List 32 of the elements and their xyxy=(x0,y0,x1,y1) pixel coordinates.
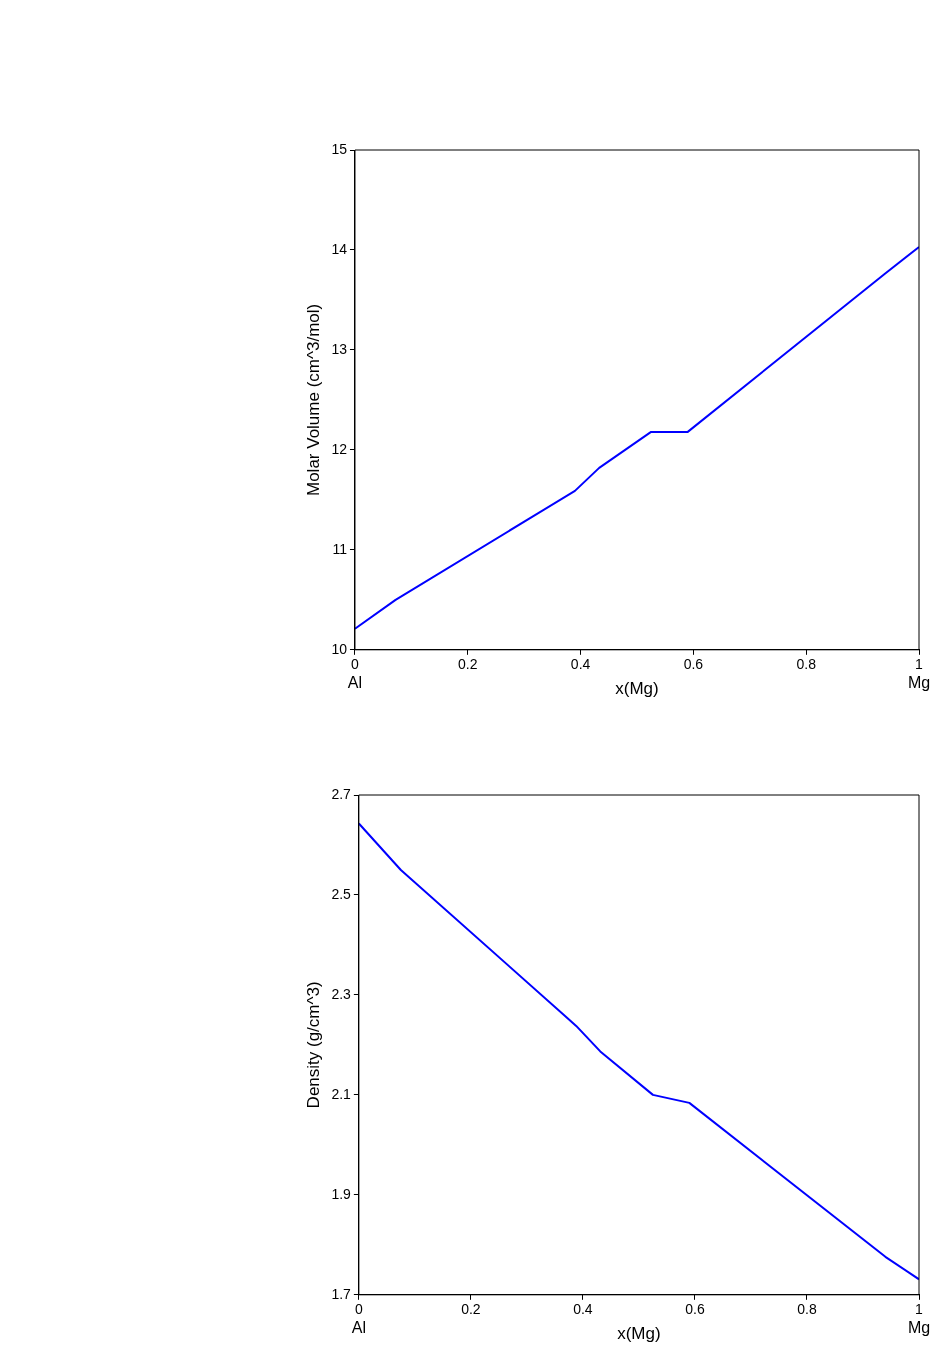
text: Al xyxy=(347,674,363,692)
text: Mg xyxy=(907,674,931,692)
text: Al xyxy=(351,1319,366,1337)
y-tick-label: 15 xyxy=(331,140,348,157)
x-tick-label: 0.6 xyxy=(683,656,704,673)
x-tick-label: 0.8 xyxy=(797,1301,817,1318)
x-tick-label: 0.6 xyxy=(685,1301,705,1318)
x-tick-label: 0.2 xyxy=(461,1301,481,1318)
y-tick-label: 2.1 xyxy=(331,1085,352,1102)
x-axis-title: x(Mg) xyxy=(615,679,659,699)
y-tick-label: 2.7 xyxy=(331,785,352,802)
y-tick-label: 11 xyxy=(332,540,348,557)
y-axis-title: Molar Volume (cm^3/mol) xyxy=(303,303,323,496)
x-tick-label: 1 xyxy=(915,656,924,673)
x-tick-label: 0.2 xyxy=(458,656,478,673)
y-tick-label: 13 xyxy=(331,340,348,357)
y-tick-label: 14 xyxy=(331,240,348,257)
x-tick-label: 0.4 xyxy=(570,656,591,673)
y-tick-label: 10 xyxy=(331,640,348,657)
y-tick-label: 1.7 xyxy=(331,1285,352,1302)
x-tick-label: 0 xyxy=(354,1301,363,1318)
y-tick-label: 2.5 xyxy=(331,885,352,902)
y-axis-title: Density (g/cm^3) xyxy=(303,981,323,1109)
x-tick-label: 0.8 xyxy=(796,656,817,673)
y-tick-label: 1.9 xyxy=(331,1185,352,1202)
x-tick-label: 1 xyxy=(915,1301,924,1318)
x-tick-label: 0.4 xyxy=(573,1301,593,1318)
x-tick-label: 0 xyxy=(351,656,360,673)
y-tick-label: 12 xyxy=(331,440,348,457)
text: Mg xyxy=(907,1319,931,1337)
x-axis-title: x(Mg) xyxy=(617,1324,661,1344)
y-tick-label: 2.3 xyxy=(331,985,352,1002)
